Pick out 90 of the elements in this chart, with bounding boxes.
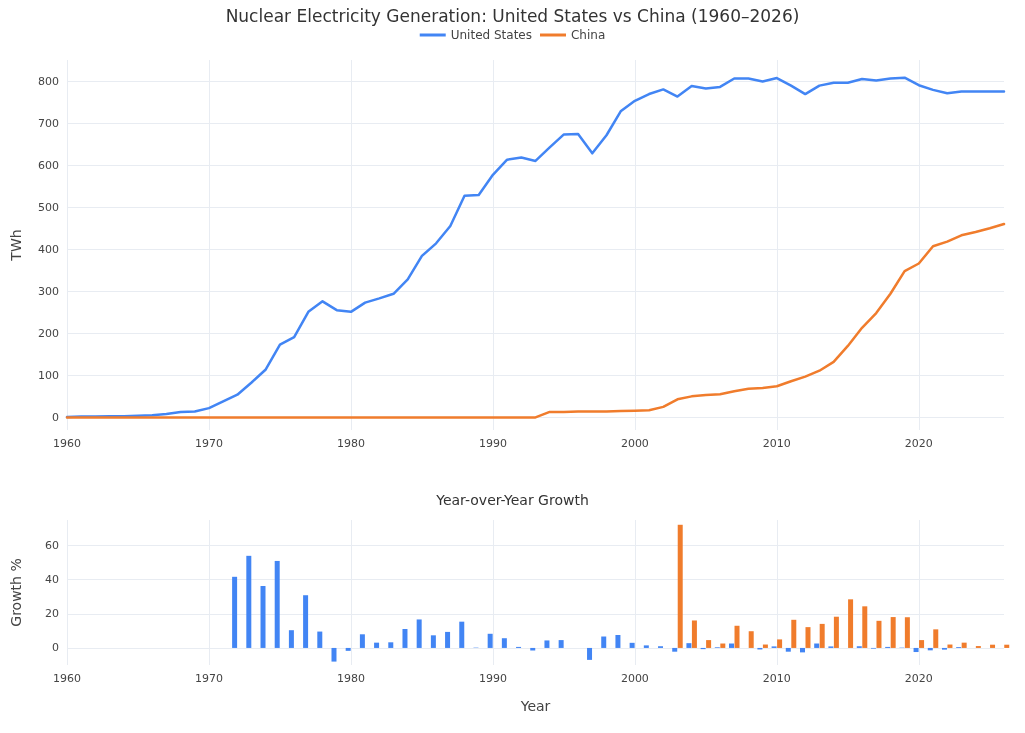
bar [232, 576, 238, 648]
bar [814, 643, 820, 648]
bar [677, 524, 683, 648]
bar [791, 619, 797, 648]
bar [402, 629, 408, 648]
bar [374, 642, 380, 648]
y-tick-label: 700 [38, 116, 59, 130]
bar [544, 640, 550, 648]
x-tick-label: 1990 [478, 672, 507, 685]
bar [246, 555, 252, 648]
bar [990, 644, 996, 648]
x-tick-label: 1980 [336, 437, 365, 450]
bar [260, 586, 266, 648]
bar [748, 631, 754, 648]
bar [587, 647, 593, 660]
bar [805, 627, 811, 648]
bar [691, 620, 697, 648]
y-tick-label: 600 [38, 158, 59, 172]
y-tick-label: 500 [38, 200, 59, 214]
line-series [65, 222, 1006, 419]
chart-title: Year-over-Year Growth [435, 492, 589, 508]
bar [487, 633, 493, 648]
x-tick-label: 2020 [904, 672, 933, 685]
y-tick-label: 0 [52, 410, 59, 424]
bar [530, 647, 536, 651]
bar [904, 617, 910, 648]
bar [615, 634, 621, 648]
bar [799, 647, 805, 653]
x-tick-label: 1960 [53, 437, 81, 450]
y-tick-label: 60 [45, 539, 59, 553]
y-axis-title: TWh [8, 229, 24, 262]
x-tick-label: 2010 [762, 437, 791, 450]
bar [919, 640, 925, 648]
x-tick-label: 1970 [194, 437, 223, 450]
bar [288, 630, 294, 648]
x-tick-label: 2010 [762, 672, 791, 685]
x-tick-label: 2000 [620, 437, 649, 450]
bar [913, 647, 919, 653]
bar [933, 629, 939, 648]
x-axis-title: Year [519, 698, 551, 714]
bar [961, 642, 967, 648]
chart-title: Nuclear Electricity Generation: United States vs China (1960–2026) [225, 5, 800, 26]
bar [274, 560, 280, 648]
bar [672, 647, 678, 652]
bar [303, 595, 309, 648]
y-tick-label: 100 [38, 368, 59, 382]
x-tick-label: 1960 [53, 672, 81, 685]
bar [686, 643, 692, 648]
bar [785, 647, 791, 652]
bar [601, 636, 607, 648]
bar [833, 616, 839, 648]
bar [359, 634, 365, 648]
bar [629, 642, 635, 648]
x-tick-label: 1970 [194, 672, 223, 685]
bar [430, 635, 436, 648]
x-tick-label: 2000 [620, 672, 649, 685]
bar [317, 631, 323, 648]
bar [862, 606, 868, 648]
bar [734, 625, 740, 648]
bar [890, 617, 896, 648]
y-tick-label: 800 [38, 74, 59, 88]
bar [643, 645, 649, 648]
bar [848, 599, 854, 648]
bar [558, 640, 564, 648]
y-axis-title: Growth % [8, 558, 24, 627]
bar [819, 623, 825, 648]
bar [445, 631, 451, 648]
bar [388, 642, 394, 648]
bar [720, 643, 726, 648]
bar [345, 647, 351, 651]
x-tick-label: 2020 [904, 437, 933, 450]
x-tick-label: 1990 [478, 437, 507, 450]
x-tick-label: 1980 [336, 672, 365, 685]
y-tick-label: 40 [45, 573, 59, 587]
bar [331, 647, 337, 662]
bar [729, 643, 735, 648]
bar [416, 619, 422, 648]
y-tick-label: 200 [38, 326, 59, 340]
bar [777, 639, 783, 648]
bar [706, 640, 712, 648]
y-tick-label: 20 [45, 607, 59, 621]
legend-label: United States [450, 28, 532, 42]
bar [501, 638, 507, 648]
bar [459, 621, 465, 648]
bar [876, 620, 882, 648]
legend-label: China [570, 28, 606, 42]
y-tick-label: 400 [38, 242, 59, 256]
y-tick-label: 0 [52, 641, 59, 655]
bar [1004, 644, 1010, 648]
y-tick-label: 300 [38, 284, 59, 298]
